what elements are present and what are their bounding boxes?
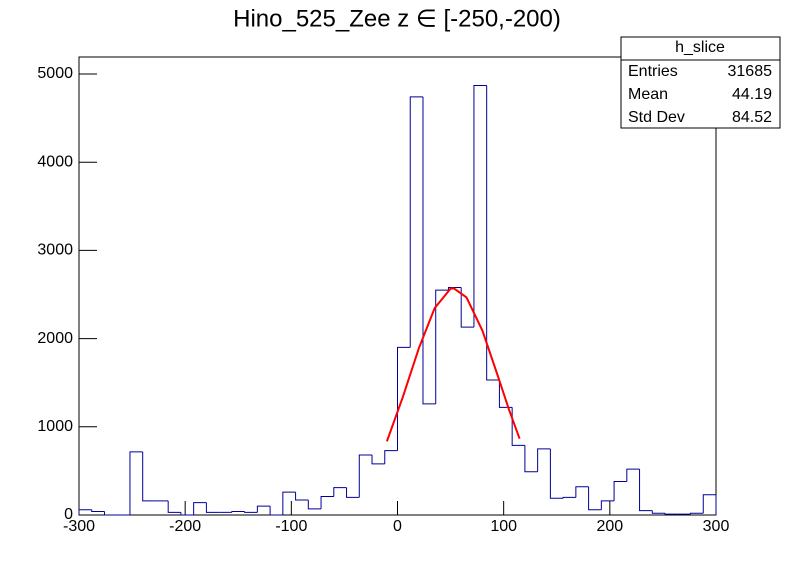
histogram-bin	[486, 85, 500, 381]
histogram-bin	[371, 455, 385, 465]
chart-title: Hino_525_Zee z ∈ [-250,-200)	[233, 5, 561, 32]
x-tick-label: 100	[490, 518, 517, 535]
fit-curve	[385, 287, 521, 442]
histogram-bin	[256, 505, 271, 513]
stats-title: h_slice	[675, 39, 725, 56]
histogram-bin	[702, 494, 717, 515]
histogram-bin	[549, 448, 564, 499]
histogram-bin	[346, 487, 360, 498]
histogram-bin	[690, 512, 704, 515]
histogram-bin	[600, 500, 615, 510]
stats-value: 31685	[728, 63, 773, 80]
histogram-bin	[103, 511, 118, 516]
x-tick-label: -200	[169, 518, 201, 535]
histogram-bin	[384, 450, 398, 464]
x-tick-label: 0	[393, 518, 402, 535]
histogram-bin	[205, 502, 220, 513]
histogram-bin	[142, 451, 156, 502]
stats-value: 84.52	[732, 109, 772, 126]
stats-label: Mean	[628, 86, 668, 103]
histogram-bin	[588, 486, 602, 511]
histogram-bin	[78, 509, 92, 515]
histogram-bin	[307, 500, 322, 510]
y-tick-label: 5000	[37, 65, 73, 82]
y-tick-label: 2000	[37, 330, 73, 347]
histogram-bin	[575, 486, 589, 498]
x-tick-label: -100	[275, 518, 307, 535]
histogram-bin	[664, 513, 678, 515]
histogram-bin	[129, 451, 143, 515]
histogram-bin	[447, 286, 462, 291]
y-tick-label: 0	[64, 506, 73, 523]
y-tick-label: 3000	[37, 242, 73, 259]
histogram-bin	[613, 480, 627, 501]
histogram-bin	[358, 454, 373, 498]
histogram-bin	[320, 495, 334, 509]
histogram-bin	[282, 491, 296, 515]
histogram-bin	[91, 509, 105, 512]
histogram-bin	[231, 510, 245, 513]
histogram-bin	[524, 445, 538, 473]
histogram-bin	[651, 510, 666, 514]
histogram-bin	[639, 469, 653, 512]
histogram-bin	[562, 496, 576, 499]
y-tick-label: 1000	[37, 418, 73, 435]
x-tick-label: 200	[596, 518, 623, 535]
histogram-bin	[193, 502, 207, 515]
histogram-bin	[473, 84, 487, 328]
histogram-bin	[269, 506, 283, 516]
stats-label: Entries	[628, 63, 678, 80]
histogram-bin	[435, 289, 449, 404]
stats-label: Std Dev	[628, 109, 685, 126]
stats-box	[620, 36, 781, 129]
histogram-bin	[460, 287, 474, 328]
histogram-bin	[626, 468, 640, 482]
y-tick-label: 4000	[37, 153, 73, 170]
histogram-bin	[409, 96, 423, 348]
stats-value: 44.19	[732, 86, 772, 103]
histogram-bin	[244, 511, 258, 513]
histogram-bin	[180, 512, 194, 516]
histogram-bin	[295, 492, 309, 501]
histogram-bin	[167, 500, 181, 513]
histogram-bin	[397, 346, 411, 451]
histogram-bin	[537, 448, 551, 472]
x-tick-label: -300	[63, 518, 95, 535]
histogram-bin	[333, 487, 347, 497]
histogram-bin	[422, 96, 436, 405]
x-tick-label: 300	[703, 518, 730, 535]
